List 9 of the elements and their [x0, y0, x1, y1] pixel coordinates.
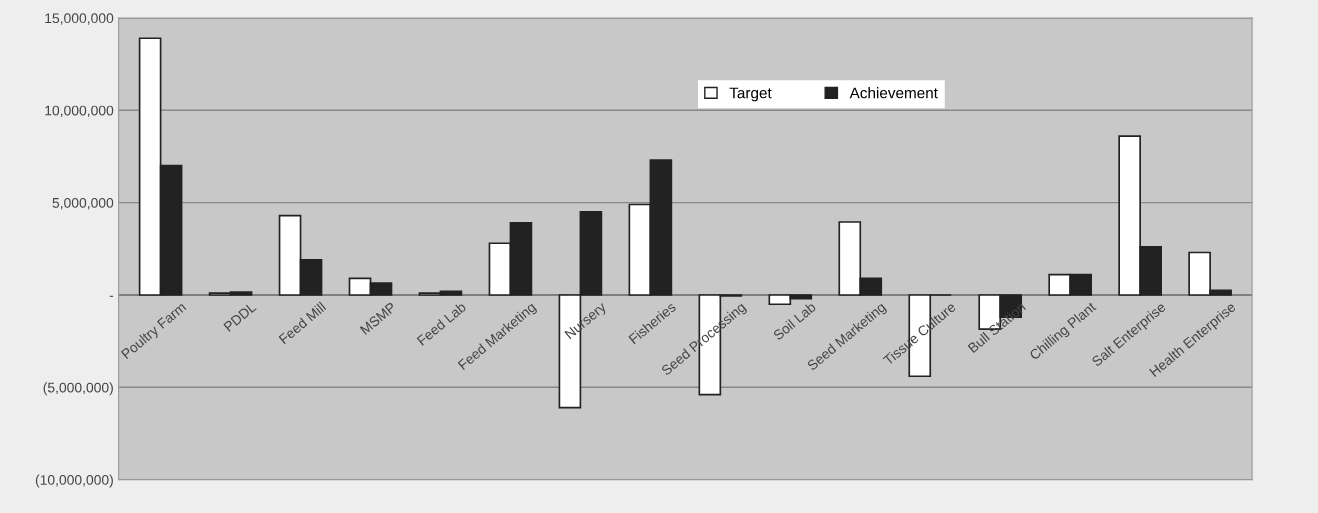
- y-tick-label: -: [109, 295, 114, 297]
- y-tick-label: 5,000,000: [52, 197, 114, 210]
- legend-label: Target: [729, 87, 772, 102]
- y-tick-label: 10,000,000: [45, 105, 114, 118]
- y-tick-label: 15,000,000: [45, 13, 114, 25]
- y-tick-label: (10,000,000): [35, 474, 113, 488]
- x-tick-label: Soil Lab: [772, 301, 817, 341]
- legend-label: Achievement: [849, 87, 938, 99]
- y-tick-label: (5,000,000): [43, 382, 113, 396]
